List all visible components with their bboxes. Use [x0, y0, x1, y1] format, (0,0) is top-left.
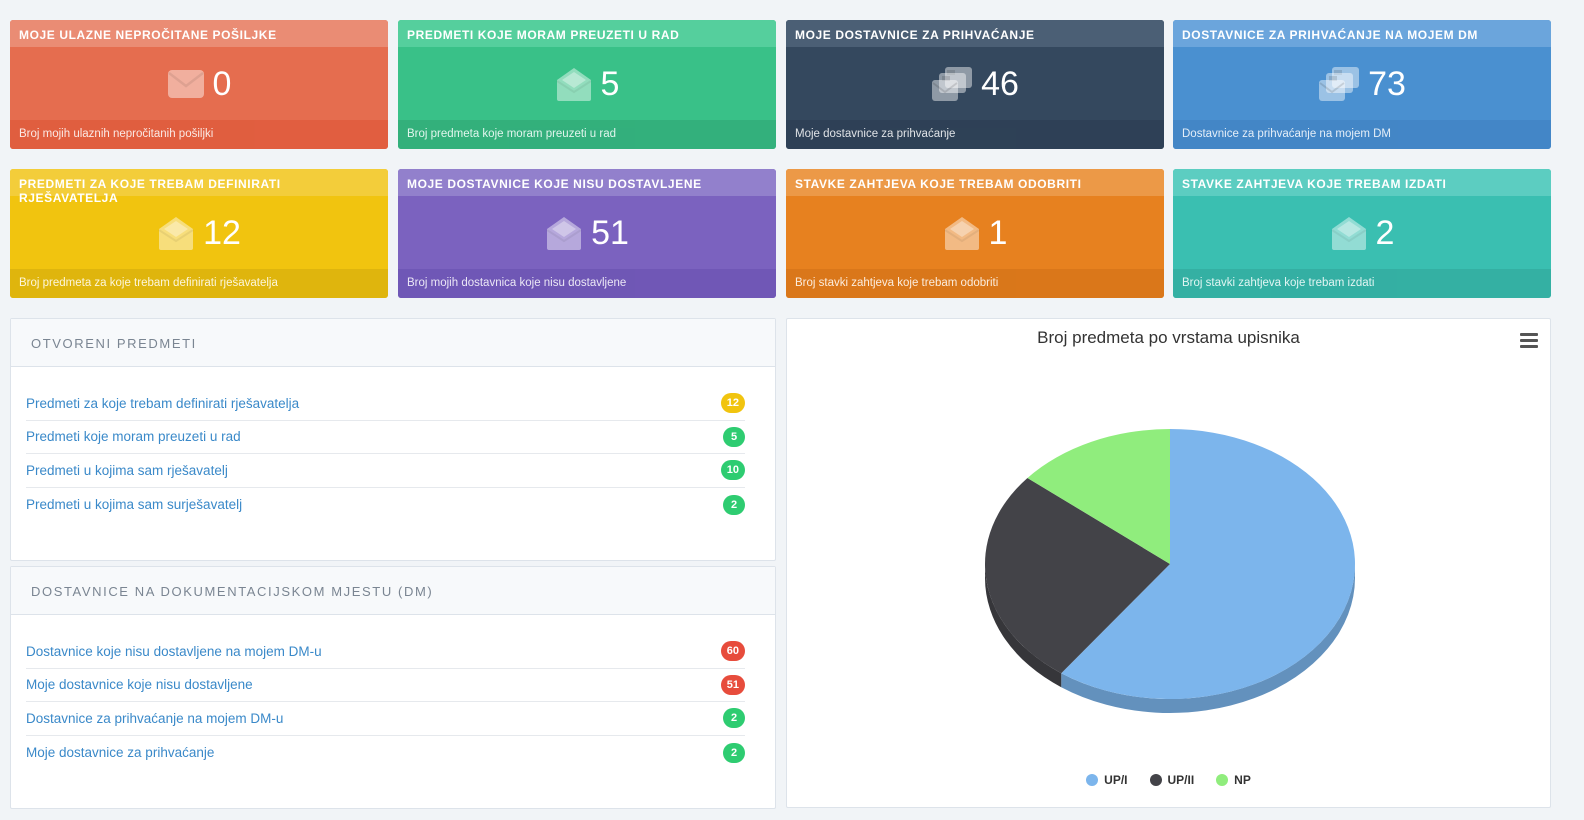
open-cases-title: OTVORENI PREDMETI — [11, 319, 775, 367]
envelope-open-icon — [1330, 215, 1368, 251]
list-item: Moje dostavnice koje nisu dostavljene 51 — [26, 669, 745, 703]
count-badge: 5 — [723, 426, 745, 447]
list-item: Dostavnice koje nisu dostavljene na moje… — [26, 635, 745, 669]
legend-item[interactable]: UP/I — [1086, 773, 1128, 787]
tile-count: 2 — [1375, 213, 1395, 252]
legend-item[interactable]: UP/II — [1149, 773, 1195, 787]
count-badge: 51 — [720, 674, 745, 695]
list-item-link[interactable]: Moje dostavnice koje nisu dostavljene — [26, 677, 253, 693]
delivery-notes-icon — [931, 66, 973, 102]
tile-count: 12 — [203, 213, 241, 252]
count-badge: 2 — [723, 742, 745, 763]
tile-count: 1 — [988, 213, 1008, 252]
envelope-open-icon — [545, 215, 583, 251]
tile-footer: Broj mojih ulaznih nepročitanih pošiljki — [10, 120, 388, 149]
list-item: Predmeti u kojima sam surješavatelj 2 — [26, 488, 745, 522]
tile-footer: Dostavnice za prihvaćanje na mojem DM — [1173, 120, 1551, 149]
tile-title: MOJE DOSTAVNICE ZA PRIHVAĆANJE — [786, 20, 1164, 47]
legend-marker — [1149, 774, 1162, 786]
count-badge: 2 — [723, 708, 745, 729]
pie-slice[interactable] — [1027, 429, 1170, 564]
chart-title: Broj predmeta po vrstama upisnika — [1037, 328, 1300, 347]
dm-notes-panel: DOSTAVNICE NA DOKUMENTACIJSKOM MJESTU (D… — [10, 566, 776, 809]
tile-count: 5 — [600, 64, 620, 103]
tile-title: MOJE ULAZNE NEPROČITANE POŠILJKE — [10, 20, 388, 47]
legend-label: UP/I — [1104, 773, 1128, 787]
tile-footer: Broj predmeta za koje trebam definirati … — [10, 269, 388, 298]
summary-tile[interactable]: MOJE DOSTAVNICE KOJE NISU DOSTAVLJENE 51… — [398, 169, 776, 298]
legend-marker — [1086, 774, 1099, 786]
list-item-link[interactable]: Predmeti za koje trebam definirati rješa… — [26, 395, 300, 411]
list-item: Dostavnice za prihvaćanje na mojem DM-u … — [26, 702, 745, 736]
count-badge: 10 — [720, 460, 745, 481]
list-item: Predmeti u kojima sam rješavatelj 10 — [26, 454, 745, 488]
summary-tile[interactable]: STAVKE ZAHTJEVA KOJE TREBAM ODOBRITI 1 B… — [786, 169, 1164, 298]
pie-chart — [985, 429, 1355, 713]
count-badge: 60 — [720, 641, 745, 662]
list-item: Predmeti koje moram preuzeti u rad 5 — [26, 421, 745, 455]
envelope-open-icon — [943, 215, 981, 251]
tile-title: PREDMETI KOJE MORAM PREUZETI U RAD — [398, 20, 776, 47]
legend-marker — [1216, 774, 1229, 786]
pie-slice[interactable] — [985, 477, 1170, 674]
pie-slice-side — [985, 564, 1062, 688]
tile-count: 73 — [1368, 64, 1406, 103]
summary-tile[interactable]: MOJE DOSTAVNICE ZA PRIHVAĆANJE 46 Moje d… — [786, 20, 1164, 149]
envelope-icon — [167, 69, 205, 99]
tile-count: 46 — [981, 64, 1019, 103]
list-item-link[interactable]: Dostavnice za prihvaćanje na mojem DM-u — [26, 710, 284, 726]
tile-title: STAVKE ZAHTJEVA KOJE TREBAM IZDATI — [1173, 169, 1551, 196]
legend-item[interactable]: NP — [1216, 773, 1251, 787]
delivery-notes-icon — [1318, 66, 1360, 102]
legend-label: UP/II — [1167, 773, 1195, 787]
chart-panel: Broj predmeta po vrstama upisnika UP/I UP… — [786, 318, 1551, 808]
tile-title: STAVKE ZAHTJEVA KOJE TREBAM ODOBRITI — [786, 169, 1164, 196]
tile-footer: Broj stavki zahtjeva koje trebam odobrit… — [786, 269, 1164, 298]
list-item-link[interactable]: Moje dostavnice za prihvaćanje — [26, 745, 215, 761]
count-badge: 12 — [720, 393, 745, 414]
tile-count: 51 — [591, 213, 629, 252]
tile-footer: Moje dostavnice za prihvaćanje — [786, 120, 1164, 149]
dm-notes-list: Dostavnice koje nisu dostavljene na moje… — [11, 615, 775, 769]
tile-footer: Broj stavki zahtjeva koje trebam izdati — [1173, 269, 1551, 298]
list-item-link[interactable]: Predmeti u kojima sam surješavatelj — [26, 497, 243, 513]
envelope-open-icon — [157, 215, 195, 251]
tile-footer: Broj mojih dostavnica koje nisu dostavlj… — [398, 269, 776, 298]
count-badge: 2 — [723, 494, 745, 515]
tile-title: PREDMETI ZA KOJE TREBAM DEFINIRATI RJEŠA… — [10, 169, 388, 205]
list-item: Moje dostavnice za prihvaćanje 2 — [26, 736, 745, 770]
chart-menu-icon[interactable] — [1520, 333, 1538, 349]
tile-title: MOJE DOSTAVNICE KOJE NISU DOSTAVLJENE — [398, 169, 776, 196]
tile-count: 0 — [212, 64, 232, 103]
list-item: Predmeti za koje trebam definirati rješa… — [26, 387, 745, 421]
open-cases-list: Predmeti za koje trebam definirati rješa… — [11, 367, 775, 521]
summary-tile[interactable]: STAVKE ZAHTJEVA KOJE TREBAM IZDATI 2 Bro… — [1173, 169, 1551, 298]
list-item-link[interactable]: Predmeti u kojima sam rješavatelj — [26, 462, 228, 478]
pie-slice[interactable] — [1061, 429, 1355, 699]
legend-label: NP — [1234, 773, 1251, 787]
summary-tile[interactable]: MOJE ULAZNE NEPROČITANE POŠILJKE 0 Broj … — [10, 20, 388, 149]
list-item-link[interactable]: Dostavnice koje nisu dostavljene na moje… — [26, 643, 322, 659]
summary-tile[interactable]: PREDMETI KOJE MORAM PREUZETI U RAD 5 Bro… — [398, 20, 776, 149]
summary-tile[interactable]: DOSTAVNICE ZA PRIHVAĆANJE NA MOJEM DM 73… — [1173, 20, 1551, 149]
pie-slice-side — [1061, 564, 1355, 713]
chart-legend: UP/I UP/II NP — [787, 773, 1550, 787]
tile-title: DOSTAVNICE ZA PRIHVAĆANJE NA MOJEM DM — [1173, 20, 1551, 47]
open-cases-panel: OTVORENI PREDMETI Predmeti za koje treba… — [10, 318, 776, 561]
dm-notes-title: DOSTAVNICE NA DOKUMENTACIJSKOM MJESTU (D… — [11, 567, 775, 615]
summary-tile[interactable]: PREDMETI ZA KOJE TREBAM DEFINIRATI RJEŠA… — [10, 169, 388, 298]
tile-footer: Broj predmeta koje moram preuzeti u rad — [398, 120, 776, 149]
list-item-link[interactable]: Predmeti koje moram preuzeti u rad — [26, 429, 241, 445]
envelope-open-icon — [555, 66, 593, 102]
